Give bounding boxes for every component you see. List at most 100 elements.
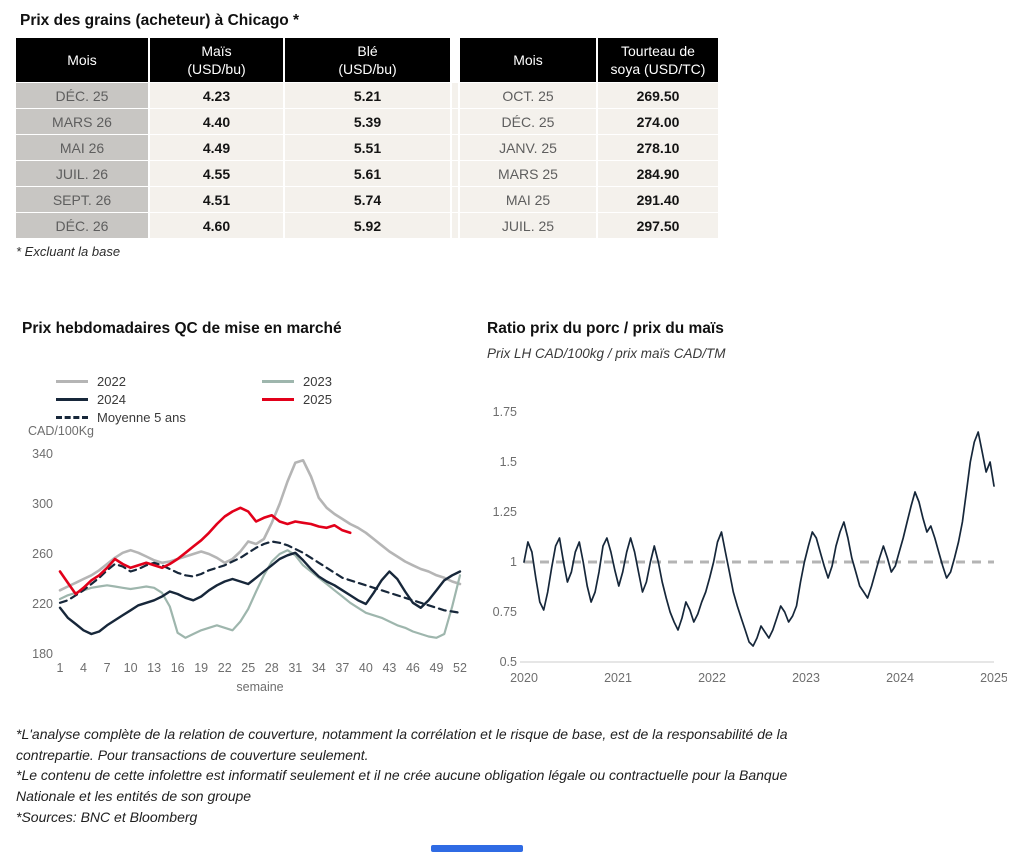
svg-text:1.5: 1.5 — [500, 455, 517, 469]
legend-swatch — [262, 398, 294, 401]
legend-swatch — [262, 380, 294, 383]
svg-text:13: 13 — [147, 661, 161, 675]
value-cell: 5.92 — [285, 213, 450, 238]
month-cell: OCT. 25 — [460, 83, 596, 108]
value-cell: 291.40 — [598, 187, 718, 212]
table-spacer — [452, 213, 458, 238]
value-cell: 284.90 — [598, 161, 718, 186]
svg-text:49: 49 — [430, 661, 444, 675]
svg-text:7: 7 — [104, 661, 111, 675]
table-spacer — [452, 187, 458, 212]
svg-text:10: 10 — [124, 661, 138, 675]
legend-swatch — [56, 416, 88, 419]
month-cell: JUIL. 25 — [460, 213, 596, 238]
month-cell: MAI 26 — [16, 135, 148, 160]
disclaimer-hedging: *L'analyse complète de la relation de co… — [16, 726, 788, 763]
svg-text:2022: 2022 — [698, 671, 726, 685]
value-cell: 5.51 — [285, 135, 450, 160]
svg-text:260: 260 — [32, 547, 53, 561]
svg-text:180: 180 — [32, 647, 53, 661]
month-cell: MARS 25 — [460, 161, 596, 186]
value-cell: 5.61 — [285, 161, 450, 186]
svg-text:19: 19 — [194, 661, 208, 675]
value-cell: 269.50 — [598, 83, 718, 108]
svg-text:40: 40 — [359, 661, 373, 675]
table-spacer — [452, 38, 458, 82]
weekly-price-chart: 180 220 260 300 340 1 4 7 10 13 16 19 22 25 28 31 34 37 40… — [32, 447, 467, 694]
legend-swatch — [56, 398, 88, 401]
svg-text:34: 34 — [312, 661, 326, 675]
svg-text:2023: 2023 — [792, 671, 820, 685]
month-cell: DÉC. 25 — [16, 83, 148, 108]
month-cell: MARS 26 — [16, 109, 148, 134]
svg-text:2025: 2025 — [980, 671, 1007, 685]
svg-text:1: 1 — [510, 555, 517, 569]
svg-text:300: 300 — [32, 497, 53, 511]
ratio-chart: 0.5 0.75 1 1.25 1.5 1.75 2020 2021 2022 2023 2024 2… — [493, 405, 1007, 685]
svg-text:semaine: semaine — [236, 680, 283, 694]
value-cell: 4.51 — [150, 187, 283, 212]
table-header-cell: Mois — [460, 38, 596, 82]
svg-text:1: 1 — [57, 661, 64, 675]
month-cell: SEPT. 26 — [16, 187, 148, 212]
month-cell: DÉC. 26 — [16, 213, 148, 238]
svg-text:16: 16 — [171, 661, 185, 675]
table-spacer — [452, 109, 458, 134]
table-footnote: * Excluant la base — [16, 244, 121, 259]
footer-accent-bar — [431, 845, 523, 852]
table-spacer — [452, 83, 458, 108]
svg-text:25: 25 — [241, 661, 255, 675]
disclaimer-sources: *Sources: BNC et Bloomberg — [16, 808, 198, 825]
svg-text:22: 22 — [218, 661, 232, 675]
legend-label: 2024 — [97, 392, 126, 407]
legend-item: 2024 — [56, 392, 262, 407]
svg-text:0.75: 0.75 — [493, 605, 517, 619]
legend-item: 2022 — [56, 374, 262, 389]
value-cell: 278.10 — [598, 135, 718, 160]
svg-text:0.5: 0.5 — [500, 655, 517, 669]
table-spacer — [452, 161, 458, 186]
svg-text:4: 4 — [80, 661, 87, 675]
legend-label: 2022 — [97, 374, 126, 389]
svg-text:2020: 2020 — [510, 671, 538, 685]
right-chart-subtitle: Prix LH CAD/100kg / prix maïs CAD/TM — [487, 346, 726, 361]
svg-text:52: 52 — [453, 661, 467, 675]
svg-text:1.25: 1.25 — [493, 505, 517, 519]
svg-text:46: 46 — [406, 661, 420, 675]
value-cell: 4.49 — [150, 135, 283, 160]
svg-text:37: 37 — [335, 661, 349, 675]
legend-swatch — [56, 380, 88, 383]
value-cell: 4.40 — [150, 109, 283, 134]
svg-text:340: 340 — [32, 447, 53, 461]
svg-text:2021: 2021 — [604, 671, 632, 685]
value-cell: 297.50 — [598, 213, 718, 238]
legend-label: 2023 — [303, 374, 332, 389]
svg-text:28: 28 — [265, 661, 279, 675]
table-header-cell: Tourteau de soya (USD/TC) — [598, 38, 718, 82]
page-title: Prix des grains (acheteur) à Chicago * — [20, 12, 300, 29]
month-cell: JUIL. 26 — [16, 161, 148, 186]
month-cell: JANV. 25 — [460, 135, 596, 160]
disclaimers: *L'analyse complète de la relation de co… — [16, 724, 848, 828]
grains-table: Mois Maïs (USD/bu) Blé (USD/bu) Mois Tourtea… — [16, 38, 718, 238]
table-spacer — [452, 135, 458, 160]
legend-label: 2025 — [303, 392, 332, 407]
right-chart-title: Ratio prix du porc / prix du maïs — [487, 320, 724, 337]
left-chart-title: Prix hebdomadaires QC de mise en marché — [22, 320, 342, 337]
disclaimer-legal: *Le contenu de cette infolettre est info… — [16, 767, 788, 805]
value-cell: 5.21 — [285, 83, 450, 108]
left-chart-legend: 2022 2023 2024 2025 Moyenne 5 ans — [56, 374, 332, 425]
month-cell: MAI 25 — [460, 187, 596, 212]
value-cell: 4.55 — [150, 161, 283, 186]
table-header-cell: Maïs (USD/bu) — [150, 38, 283, 82]
legend-item: Moyenne 5 ans — [56, 410, 262, 425]
svg-text:31: 31 — [288, 661, 302, 675]
svg-text:220: 220 — [32, 597, 53, 611]
svg-text:2024: 2024 — [886, 671, 914, 685]
value-cell: 5.39 — [285, 109, 450, 134]
svg-text:1.75: 1.75 — [493, 405, 517, 419]
left-chart-ylabel: CAD/100Kg — [28, 424, 95, 438]
value-cell: 4.60 — [150, 213, 283, 238]
legend-item: 2023 — [262, 374, 332, 389]
